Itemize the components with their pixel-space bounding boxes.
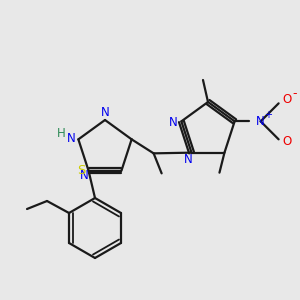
- Text: -: -: [292, 87, 297, 100]
- Text: N: N: [67, 132, 76, 145]
- Text: H: H: [57, 127, 66, 140]
- Text: O: O: [282, 135, 291, 148]
- Text: N: N: [184, 153, 193, 166]
- Text: +: +: [264, 110, 272, 120]
- Text: N: N: [169, 116, 178, 129]
- Text: N: N: [100, 106, 109, 119]
- Text: N: N: [80, 169, 89, 182]
- Text: N: N: [256, 115, 265, 128]
- Text: S: S: [77, 164, 86, 177]
- Text: O: O: [282, 93, 291, 106]
